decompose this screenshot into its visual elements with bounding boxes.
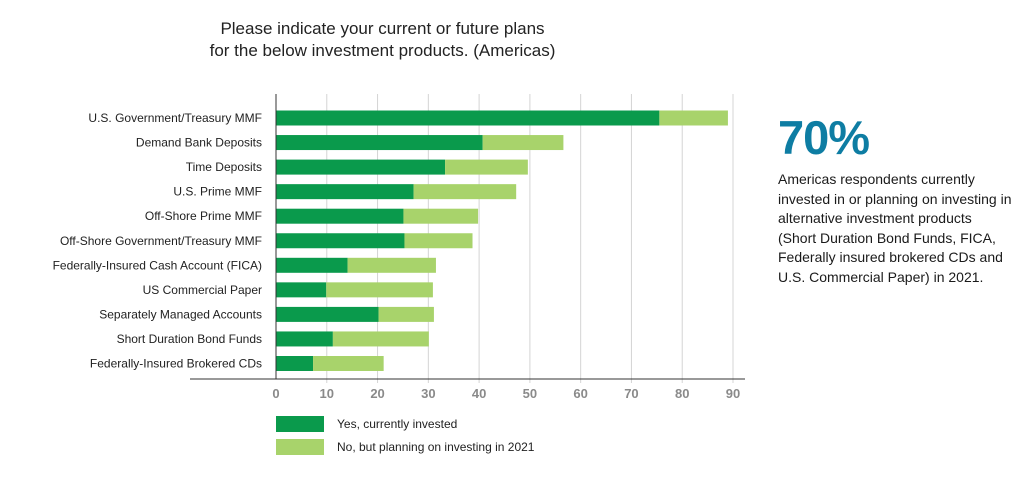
- bar-planning-7: [326, 282, 433, 298]
- x-tick-label-0: 0: [272, 386, 279, 401]
- x-tick-label-70: 70: [624, 386, 638, 401]
- bar-planning-8: [378, 306, 434, 322]
- category-label-2: Time Deposits: [186, 160, 262, 174]
- chart-title-line-2: for the below investment products. (Amer…: [209, 41, 556, 60]
- bar-invested-3: [276, 184, 414, 200]
- category-label-0: U.S. Government/Treasury MMF: [88, 111, 262, 125]
- x-tick-label-60: 60: [573, 386, 587, 401]
- bar-invested-9: [276, 331, 333, 347]
- legend-item-planning: No, but planning on investing in 2021: [276, 439, 534, 455]
- bar-planning-3: [413, 184, 517, 200]
- chart-legend: Yes, currently invested No, but planning…: [276, 416, 534, 462]
- bar-invested-5: [276, 233, 405, 249]
- bar-invested-1: [276, 135, 483, 151]
- bar-planning-9: [332, 331, 429, 347]
- chart-title-line-1: Please indicate your current or future p…: [220, 19, 545, 38]
- legend-label-currently-invested: Yes, currently invested: [337, 417, 458, 431]
- stacked-bar-chart: U.S. Government/Treasury MMF Demand Bank …: [53, 94, 745, 401]
- bar-invested-7: [276, 282, 327, 298]
- category-label-4: Off-Shore Prime MMF: [145, 209, 262, 223]
- bar-planning-4: [403, 208, 479, 224]
- category-label-7: US Commercial Paper: [143, 283, 262, 297]
- x-tick-label-80: 80: [675, 386, 689, 401]
- category-label-10: Federally-Insured Brokered CDs: [90, 357, 262, 371]
- category-label-8: Separately Managed Accounts: [99, 307, 262, 321]
- bar-planning-0: [659, 110, 728, 126]
- bar-planning-2: [445, 159, 528, 175]
- bar-planning-1: [482, 135, 564, 151]
- category-label-9: Short Duration Bond Funds: [117, 332, 262, 346]
- bar-planning-6: [347, 257, 436, 273]
- x-tick-label-90: 90: [726, 386, 740, 401]
- x-tick-label-10: 10: [320, 386, 334, 401]
- legend-swatch-currently-invested: [276, 416, 324, 432]
- category-label-5: Off-Shore Government/Treasury MMF: [60, 234, 262, 248]
- category-label-3: U.S. Prime MMF: [173, 185, 262, 199]
- bar-invested-8: [276, 306, 379, 322]
- category-label-1: Demand Bank Deposits: [136, 136, 262, 150]
- bar-planning-10: [313, 356, 384, 371]
- callout-text: Americas respondents currently invested …: [778, 171, 1012, 285]
- category-label-6: Federally-Insured Cash Account (FICA): [53, 258, 262, 272]
- bar-invested-4: [276, 208, 404, 224]
- bar-invested-2: [276, 159, 446, 175]
- x-tick-label-20: 20: [370, 386, 384, 401]
- x-tick-label-30: 30: [421, 386, 435, 401]
- bar-planning-5: [404, 233, 473, 249]
- legend-label-planning: No, but planning on investing in 2021: [337, 440, 535, 454]
- legend-swatch-planning: [276, 439, 324, 455]
- bar-invested-0: [276, 110, 660, 126]
- x-tick-label-50: 50: [523, 386, 537, 401]
- callout-stat: 70%: [778, 111, 870, 164]
- bar-invested-6: [276, 257, 348, 273]
- legend-item-currently-invested: Yes, currently invested: [276, 416, 534, 432]
- bar-invested-10: [276, 356, 314, 371]
- callout-panel: 70% Americas respondents currently inves…: [778, 112, 1013, 287]
- chart-title: Please indicate your current or future p…: [150, 18, 615, 62]
- x-tick-label-40: 40: [472, 386, 486, 401]
